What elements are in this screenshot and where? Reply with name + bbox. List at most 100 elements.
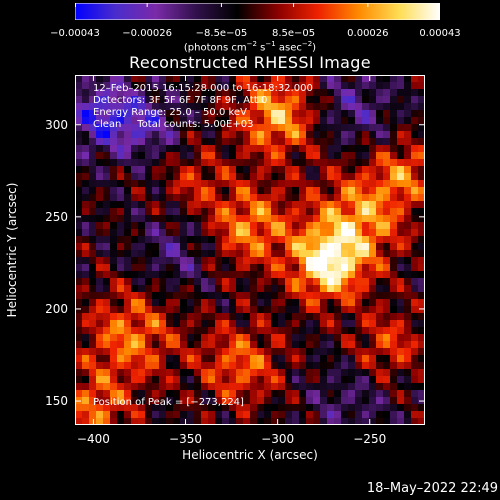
heatmap-cell (397, 89, 405, 97)
heatmap-cell (418, 117, 425, 125)
heatmap-cell (173, 236, 181, 244)
heatmap-cell (96, 292, 104, 300)
heatmap-cell (292, 292, 300, 300)
heatmap-cell (411, 348, 419, 356)
heatmap-cell (166, 250, 174, 258)
heatmap-cell (334, 201, 342, 209)
heatmap-cell (404, 89, 412, 97)
heatmap-cell (327, 355, 335, 363)
heatmap-cell (348, 334, 356, 342)
heatmap-cell (103, 131, 111, 139)
heatmap-cell (341, 89, 349, 97)
heatmap-cell (173, 194, 181, 202)
heatmap-cell (236, 271, 244, 279)
heatmap-cell (271, 299, 279, 307)
heatmap-cell (348, 369, 356, 377)
heatmap-cell (229, 124, 237, 132)
heatmap-cell (404, 194, 412, 202)
heatmap-cell (131, 117, 139, 125)
heatmap-cell (152, 229, 160, 237)
heatmap-cell (257, 166, 265, 174)
heatmap-cell (229, 229, 237, 237)
heatmap-cell (369, 341, 377, 349)
heatmap-cell (103, 376, 111, 384)
heatmap-cell (362, 306, 370, 314)
heatmap-cell (103, 334, 111, 342)
heatmap-cell (124, 271, 132, 279)
heatmap-cell (257, 82, 265, 90)
heatmap-cell (397, 208, 405, 216)
heatmap-cell (187, 194, 195, 202)
heatmap-cell (341, 208, 349, 216)
heatmap-cell (404, 264, 412, 272)
heatmap-cell (411, 250, 419, 258)
heatmap-cell (138, 201, 146, 209)
heatmap-cell (180, 250, 188, 258)
heatmap-cell (82, 89, 90, 97)
heatmap-cell (138, 278, 146, 286)
heatmap-cell (159, 292, 167, 300)
heatmap-cell (418, 82, 425, 90)
heatmap-cell (390, 411, 398, 419)
heatmap-cell (110, 159, 118, 167)
heatmap-cell (390, 250, 398, 258)
heatmap-cell (180, 418, 188, 425)
heatmap-cell (285, 152, 293, 160)
heatmap-cell (103, 236, 111, 244)
heatmap-cell (390, 243, 398, 251)
heatmap-cell (166, 390, 174, 398)
heatmap-cell (285, 327, 293, 335)
heatmap-cell (411, 152, 419, 160)
heatmap-cell (397, 96, 405, 104)
heatmap-cell (131, 418, 139, 425)
heatmap-cell (166, 264, 174, 272)
heatmap-cell (355, 194, 363, 202)
heatmap-cell (201, 250, 209, 258)
heatmap-cell (89, 285, 97, 293)
heatmap-cell (187, 404, 195, 412)
heatmap-cell (180, 355, 188, 363)
heatmap-cell (376, 355, 384, 363)
heatmap-cell (313, 201, 321, 209)
heatmap-cell (152, 110, 160, 118)
heatmap-cell (194, 362, 202, 370)
heatmap-cell (166, 229, 174, 237)
heatmap-cell (285, 131, 293, 139)
heatmap-cell (313, 285, 321, 293)
heatmap-cell (369, 264, 377, 272)
heatmap-cell (75, 390, 83, 398)
heatmap-cell (355, 222, 363, 230)
heatmap-cell (187, 215, 195, 223)
heatmap-cell (187, 201, 195, 209)
heatmap-cell (215, 89, 223, 97)
heatmap-cell (334, 390, 342, 398)
heatmap-cell (96, 362, 104, 370)
heatmap-cell (418, 187, 425, 195)
heatmap-cell (117, 236, 125, 244)
heatmap-cell (383, 418, 391, 425)
heatmap-cell (89, 355, 97, 363)
heatmap-cell (278, 110, 286, 118)
heatmap-cell (334, 222, 342, 230)
heatmap-cell (180, 404, 188, 412)
heatmap-cell (306, 271, 314, 279)
heatmap-cell (236, 96, 244, 104)
heatmap-cell (404, 75, 412, 83)
heatmap-cell (278, 215, 286, 223)
heatmap-cell (264, 222, 272, 230)
heatmap-cell (411, 145, 419, 153)
heatmap-cell (411, 362, 419, 370)
heatmap-cell (75, 215, 83, 223)
heatmap-cell (334, 236, 342, 244)
heatmap-cell (75, 306, 83, 314)
heatmap-cell (180, 264, 188, 272)
heatmap-cell (152, 208, 160, 216)
heatmap-cell (243, 110, 251, 118)
heatmap-cell (383, 173, 391, 181)
heatmap-cell (145, 124, 153, 132)
heatmap-cell (138, 75, 146, 83)
heatmap-cell (145, 89, 153, 97)
heatmap-cell (166, 96, 174, 104)
heatmap-cell (390, 404, 398, 412)
heatmap-cell (117, 285, 125, 293)
